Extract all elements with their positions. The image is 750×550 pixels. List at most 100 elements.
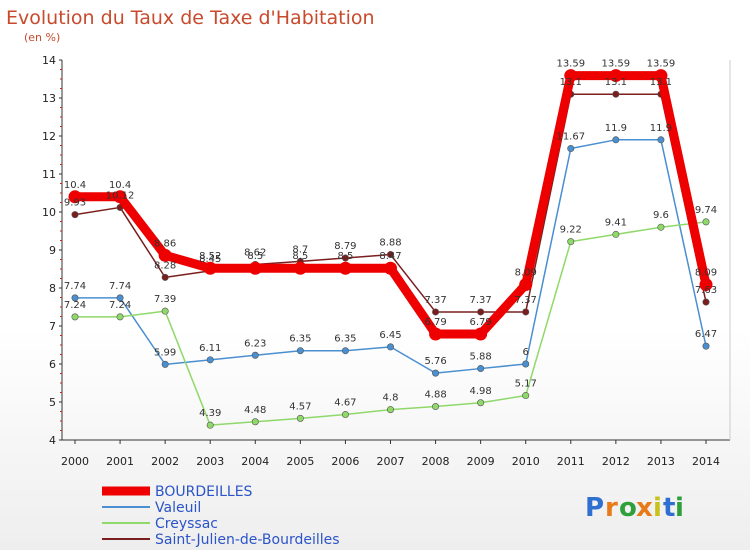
data-point-bourdeilles [338, 261, 352, 275]
data-label-creyssac: 4.57 [289, 401, 311, 412]
data-point-creyssac [386, 406, 394, 414]
data-point-creyssac [612, 230, 620, 238]
data-point-saint-julien-de-bourdeilles [522, 308, 530, 316]
legend-label-valeuil: Valeuil [155, 500, 201, 516]
data-point-creyssac [522, 392, 530, 400]
data-label-valeuil: 6.11 [199, 343, 221, 354]
logo-letter: i [653, 493, 663, 523]
data-label-saint-julien-de-bourdeilles: 13.1 [650, 77, 672, 88]
data-point-creyssac [251, 418, 259, 426]
logo-letter: i [675, 493, 685, 523]
data-label-bourdeilles: 8.86 [154, 238, 176, 249]
data-point-creyssac [702, 218, 710, 226]
logo-letter: t [663, 493, 676, 523]
data-label-valeuil: 6.35 [334, 334, 356, 345]
data-point-bourdeilles [113, 190, 127, 204]
data-point-saint-julien-de-bourdeilles [386, 251, 394, 259]
data-point-saint-julien-de-bourdeilles [702, 298, 710, 306]
data-label-creyssac: 9.22 [560, 225, 582, 236]
data-label-valeuil: 7.74 [64, 281, 86, 292]
data-point-bourdeilles [384, 261, 397, 275]
data-label-saint-julien-de-bourdeilles: 13.1 [560, 77, 582, 88]
x-tick-label: 2011 [557, 455, 585, 468]
data-label-bourdeilles: 8.09 [695, 268, 717, 279]
data-label-creyssac: 9.41 [605, 217, 627, 228]
series-bourdeilles [68, 69, 713, 341]
data-label-bourdeilles: 13.59 [556, 59, 585, 70]
data-label-creyssac: 9.74 [695, 205, 717, 216]
data-label-creyssac: 4.48 [244, 405, 266, 416]
data-point-valeuil [702, 342, 710, 350]
data-label-saint-julien-de-bourdeilles: 7.37 [470, 295, 492, 306]
data-point-valeuil [206, 356, 214, 364]
data-label-bourdeilles: 13.59 [602, 59, 631, 70]
data-point-creyssac [477, 399, 485, 407]
y-tick-label: 9 [49, 244, 56, 257]
chart-subtitle: (en %) [24, 31, 60, 44]
data-label-valeuil: 6.23 [244, 338, 266, 349]
x-tick-label: 2008 [422, 455, 450, 468]
y-tick-label: 7 [49, 320, 56, 333]
data-point-creyssac [161, 307, 169, 315]
data-label-creyssac: 4.8 [383, 393, 399, 404]
logo-letter: P [585, 493, 605, 523]
data-label-valeuil: 5.88 [470, 352, 492, 363]
data-point-bourdeilles [203, 261, 217, 275]
y-tick-label: 6 [49, 358, 56, 371]
y-tick-label: 5 [49, 396, 56, 409]
series-layer [68, 69, 713, 429]
data-point-saint-julien-de-bourdeilles [612, 90, 620, 98]
data-label-saint-julien-de-bourdeilles: 7.37 [424, 295, 446, 306]
data-label-saint-julien-de-bourdeilles: 7.63 [695, 285, 717, 296]
data-point-valeuil [612, 136, 620, 144]
x-tick-label: 2007 [377, 455, 405, 468]
data-label-valeuil: 6.35 [289, 334, 311, 345]
x-tick-label: 2013 [647, 455, 675, 468]
y-tick-label: 14 [42, 54, 56, 67]
y-tick-label: 8 [49, 282, 56, 295]
data-label-creyssac: 4.67 [334, 398, 356, 409]
data-point-creyssac [206, 421, 214, 429]
data-label-valeuil: 5.76 [424, 356, 446, 367]
data-point-valeuil [432, 369, 440, 377]
data-point-bourdeilles [248, 261, 262, 275]
data-point-saint-julien-de-bourdeilles [477, 308, 485, 316]
data-label-saint-julien-de-bourdeilles: 8.45 [199, 254, 221, 265]
data-label-saint-julien-de-bourdeilles: 10.12 [106, 190, 135, 201]
data-label-valeuil: 11.9 [650, 123, 672, 134]
x-tick-label: 2003 [196, 455, 224, 468]
axes: 4 5 6 7 8 9 10 11 12 13 14 2000 2001 2002 2003 2004 2005… [42, 54, 731, 468]
x-tick-label: 2009 [467, 455, 495, 468]
data-point-valeuil [71, 294, 79, 302]
data-point-bourdeilles [429, 327, 443, 341]
data-label-creyssac: 4.98 [470, 386, 492, 397]
data-label-valeuil: 7.74 [109, 281, 131, 292]
data-point-bourdeilles [609, 69, 623, 83]
logo-letter: r [605, 493, 619, 523]
legend-label-saint-julien-de-bourdeilles: Saint-Julien-de-Bourdeilles [155, 532, 340, 548]
data-point-valeuil [386, 343, 394, 351]
x-tick-label: 2001 [106, 455, 134, 468]
data-labels: 7.74 7.74 5.99 6.11 6.23 6.35 6.35 6.45 5.76 5.88… [64, 59, 717, 420]
data-label-bourdeilles: 6.79 [424, 317, 446, 328]
x-tick-label: 2000 [61, 455, 89, 468]
legend-label-creyssac: Creyssac [155, 516, 218, 532]
data-point-bourdeilles [293, 261, 307, 275]
y-tick-label: 10 [42, 206, 56, 219]
data-label-creyssac: 5.17 [515, 379, 537, 390]
data-point-bourdeilles [474, 327, 488, 341]
y-tick-label: 11 [42, 168, 56, 181]
data-label-saint-julien-de-bourdeilles: 8.28 [154, 260, 176, 271]
data-point-valeuil [296, 347, 304, 355]
data-label-valeuil: 6.45 [379, 330, 401, 341]
data-point-valeuil [161, 360, 169, 368]
series-valeuil [71, 136, 710, 377]
legend: BOURDEILLESValeuilCreyssacSaint-Julien-d… [102, 484, 340, 548]
x-tick-label: 2012 [602, 455, 630, 468]
data-point-valeuil [477, 365, 485, 373]
data-point-creyssac [341, 411, 349, 419]
data-point-saint-julien-de-bourdeilles [71, 211, 79, 219]
data-point-creyssac [657, 223, 665, 231]
legend-label-bourdeilles: BOURDEILLES [155, 484, 253, 500]
